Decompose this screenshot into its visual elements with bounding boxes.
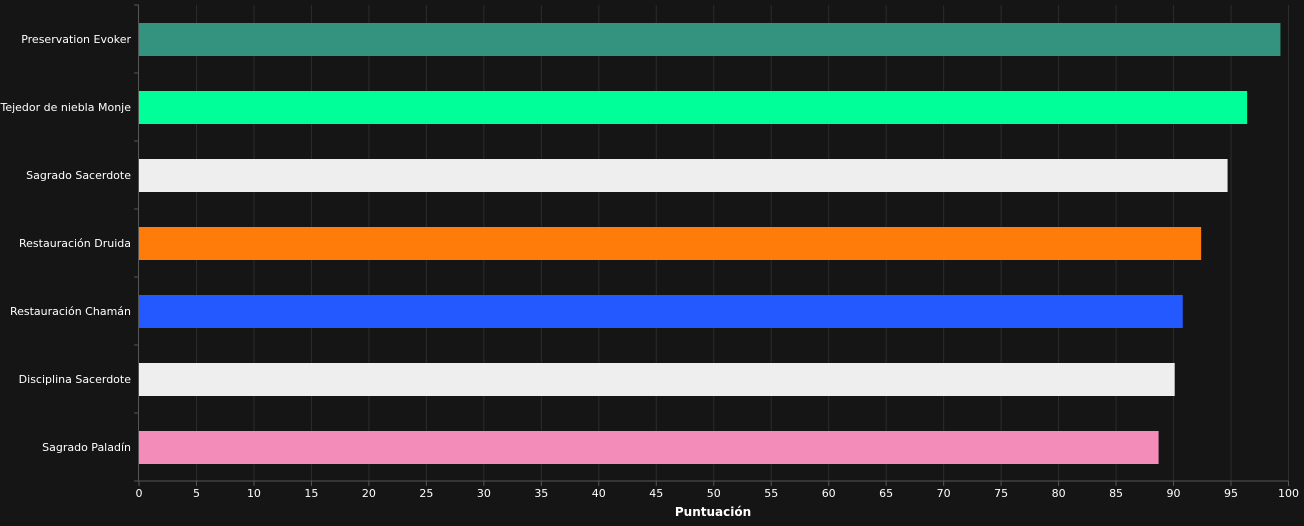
x-tick-label: 40 (592, 487, 606, 500)
y-axis: Preservation Evoker Tejedor de niebla Mon… (0, 4, 139, 482)
bar-sagrado-palad-n (139, 431, 1159, 464)
x-tick-label: 90 (1167, 487, 1181, 500)
bar-tejedor-de-niebla-monje (139, 91, 1248, 124)
y-tick-label: Tejedor de niebla Monje (0, 101, 131, 114)
x-tick-label: 0 (136, 487, 143, 500)
y-tick-label: Preservation Evoker (21, 33, 131, 46)
x-tick-label: 65 (879, 487, 893, 500)
bar-preservation-evoker (139, 23, 1281, 56)
bar-sagrado-sacerdote (139, 159, 1228, 192)
bar-restauraci-n-druida (139, 227, 1202, 260)
x-tick-label: 80 (1052, 487, 1066, 500)
x-axis-label: Puntuación (675, 505, 751, 519)
x-axis: 0 5 10 15 20 25 30 35 40 45 50 55 60 65 70 75 80 85 90 95 10… (136, 480, 1299, 500)
y-tick-label: Restauración Druida (19, 237, 131, 250)
bar-disciplina-sacerdote (139, 363, 1175, 396)
y-tick-label: Disciplina Sacerdote (19, 373, 132, 386)
x-tick-label: 35 (534, 487, 548, 500)
x-tick-label: 30 (477, 487, 491, 500)
x-tick-label: 70 (937, 487, 951, 500)
x-tick-label: 5 (193, 487, 200, 500)
x-tick-label: 60 (822, 487, 836, 500)
x-tick-label: 45 (649, 487, 663, 500)
x-tick-label: 20 (362, 487, 376, 500)
x-tick-label: 55 (764, 487, 778, 500)
x-tick-label: 85 (1109, 487, 1123, 500)
y-tick-label: Sagrado Paladín (42, 441, 131, 454)
x-tick-label: 25 (419, 487, 433, 500)
y-tick-label: Restauración Chamán (10, 305, 131, 318)
y-tick-label: Sagrado Sacerdote (26, 169, 131, 182)
bar-restauraci-n-cham-n (139, 295, 1183, 328)
x-tick-label: 95 (1224, 487, 1238, 500)
x-tick-label: 50 (707, 487, 721, 500)
x-tick-label: 100 (1278, 487, 1299, 500)
bars (139, 23, 1281, 464)
x-tick-label: 15 (304, 487, 318, 500)
x-tick-label: 10 (247, 487, 261, 500)
x-tick-label: 75 (994, 487, 1008, 500)
